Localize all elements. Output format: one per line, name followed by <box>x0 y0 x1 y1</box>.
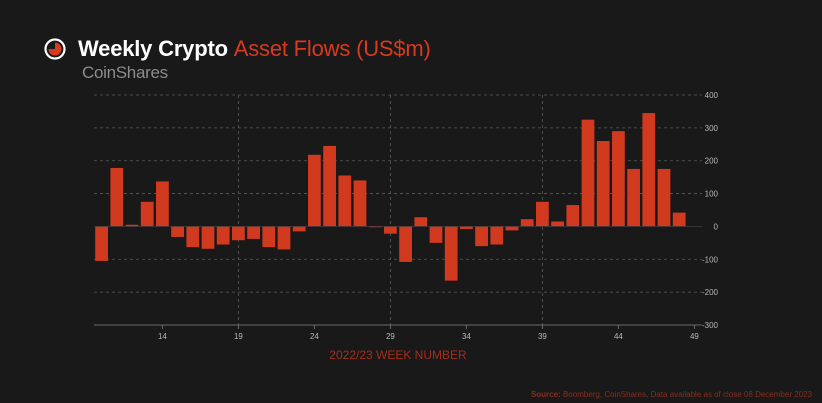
bar <box>581 119 595 227</box>
x-tick-label: 19 <box>234 332 243 341</box>
bar <box>247 226 260 239</box>
title-unit: (US$m) <box>356 36 431 61</box>
brand-name: CoinShares <box>82 63 168 82</box>
bar <box>429 226 443 243</box>
bar <box>95 226 108 261</box>
y-tick-label: -300 <box>702 321 719 330</box>
bar <box>201 226 215 249</box>
y-tick-label: 300 <box>705 124 719 133</box>
y-tick-label: 0 <box>714 222 719 231</box>
bar <box>292 226 306 232</box>
bar <box>384 226 397 234</box>
title-accent: Asset Flows <box>233 36 351 61</box>
bar <box>551 221 564 227</box>
y-tick-label: 100 <box>705 190 719 199</box>
bar <box>657 168 671 227</box>
chart-header: Weekly Crypto Asset Flows (US$m) <box>44 36 431 62</box>
title-main: Weekly Crypto <box>78 36 228 61</box>
bar <box>125 224 139 227</box>
bar <box>171 226 184 237</box>
bar <box>536 201 549 227</box>
bar <box>399 226 412 262</box>
x-tick-label: 34 <box>462 332 471 341</box>
source-note: Source: Boomberg, CoinShares, Data avail… <box>531 390 812 399</box>
bar <box>612 131 625 227</box>
x-tick-label: 24 <box>310 332 319 341</box>
y-tick-label: -100 <box>702 255 719 264</box>
source-text: Boomberg, CoinShares, Data available as … <box>562 390 812 399</box>
bar <box>642 113 656 227</box>
bar <box>414 217 428 227</box>
x-tick-label: 29 <box>386 332 395 341</box>
bar <box>323 145 336 227</box>
bar <box>277 226 291 250</box>
bar <box>338 175 352 227</box>
y-tick-label: 200 <box>705 157 719 166</box>
bar <box>672 212 686 227</box>
bar <box>216 226 230 245</box>
bar <box>475 226 488 247</box>
bar <box>520 219 534 227</box>
x-tick-label: 49 <box>690 332 699 341</box>
bar <box>140 201 154 227</box>
bar <box>232 226 245 241</box>
bar <box>262 226 276 248</box>
bar <box>490 226 504 245</box>
y-tick-label: 400 <box>705 91 719 100</box>
bar <box>308 154 321 227</box>
chart-title: Weekly Crypto Asset Flows (US$m) <box>78 36 431 62</box>
x-tick-label: 14 <box>158 332 167 341</box>
bar <box>110 167 124 227</box>
y-tick-label: -200 <box>702 288 719 297</box>
bar <box>460 226 473 230</box>
bar <box>156 181 169 227</box>
coinshares-logo-icon <box>44 38 66 60</box>
x-tick-label: 44 <box>614 332 623 341</box>
bar <box>186 226 200 248</box>
x-axis-title: 2022/23 WEEK NUMBER <box>329 348 467 362</box>
bar <box>566 205 580 227</box>
bar <box>596 141 610 227</box>
bar <box>627 168 640 227</box>
bar <box>505 226 519 231</box>
bar <box>353 180 367 227</box>
bar <box>368 226 382 228</box>
bar <box>444 226 458 281</box>
source-label: Source: <box>530 390 561 399</box>
x-tick-label: 39 <box>538 332 547 341</box>
